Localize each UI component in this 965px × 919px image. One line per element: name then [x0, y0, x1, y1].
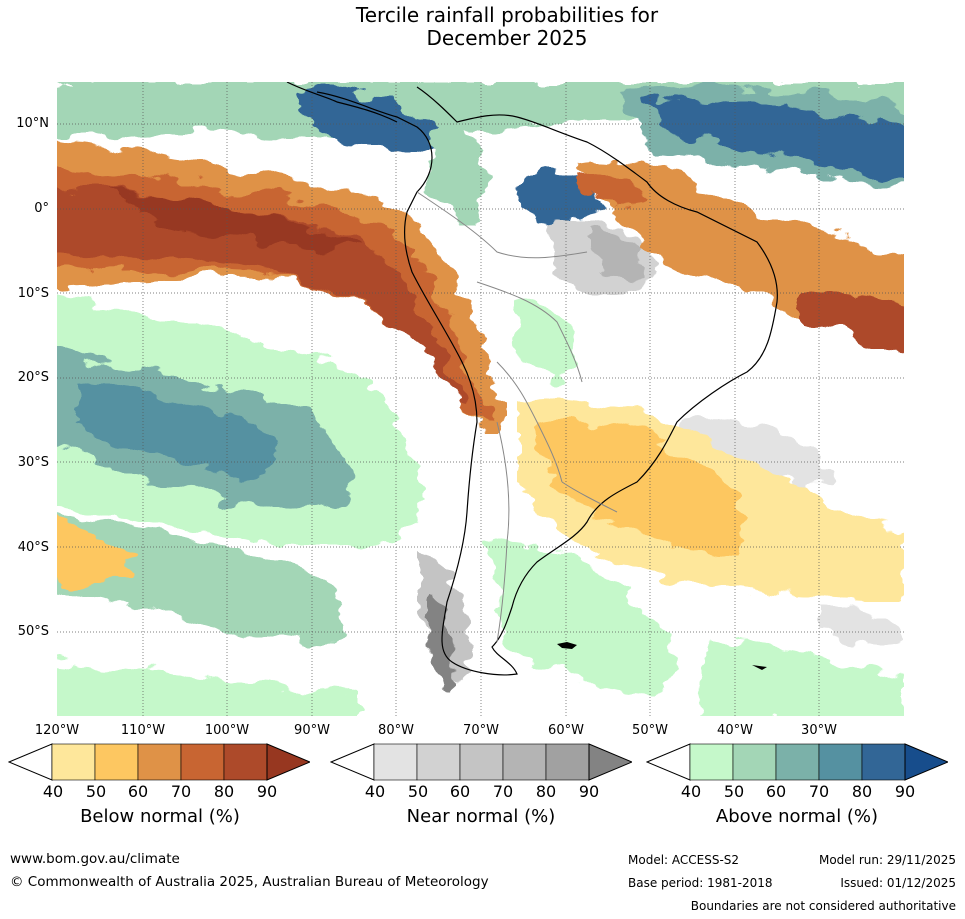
lat-label-50s: 50°S [17, 624, 49, 639]
lat-label-20s: 20°S [17, 370, 49, 385]
lat-label-0: 0° [34, 201, 49, 216]
near-colorbar-max-arrow [588, 743, 632, 781]
lon-label-90w: 90°W [294, 723, 330, 738]
map-canvas [57, 82, 904, 716]
near-colorbar-min-arrow [330, 743, 375, 781]
map-title-line1: Tercile rainfall probabilities for [355, 3, 659, 27]
near-colorbar-bin-3 [459, 743, 504, 781]
above-colorbar-bin-5 [861, 743, 906, 781]
tick-near-70: 70 [492, 782, 514, 801]
lon-label-60w: 60°W [548, 723, 584, 738]
boundaries-disclaimer: Boundaries are not considered authoritat… [690, 899, 956, 913]
colorbar-below-normal [8, 743, 310, 781]
copyright-text: © Commonwealth of Australia 2025, Austra… [10, 874, 489, 890]
tick-near-90: 90 [578, 782, 600, 801]
tick-above-40: 40 [680, 782, 702, 801]
website-link[interactable]: www.bom.gov.au/climate [10, 851, 180, 867]
issued-date: Issued: 01/12/2025 [840, 876, 956, 890]
tick-above-70: 70 [808, 782, 830, 801]
tick-below-90: 90 [256, 782, 278, 801]
above-colorbar-bin-3 [775, 743, 820, 781]
falkland-islands [557, 642, 577, 649]
below-colorbar-bin-2 [94, 743, 139, 781]
colorbar-title-above: Above normal (%) [715, 806, 879, 827]
above-colorbar-bin-2 [732, 743, 777, 781]
near-colorbar-bin-5 [545, 743, 590, 781]
near-colorbar-bin-4 [502, 743, 547, 781]
model-run-date: Model run: 29/11/2025 [818, 853, 956, 867]
model-name: Model: ACCESS-S2 [628, 853, 740, 867]
colorbar-title-near: Near normal (%) [406, 806, 556, 827]
south-georgia [752, 665, 767, 670]
tick-below-80: 80 [213, 782, 235, 801]
below-colorbar-min-arrow [8, 743, 53, 781]
colorbar-above-normal [646, 743, 948, 781]
tick-near-60: 60 [449, 782, 471, 801]
tick-below-50: 50 [85, 782, 107, 801]
tick-near-80: 80 [535, 782, 557, 801]
lon-label-30w: 30°W [801, 723, 837, 738]
below-colorbar-bin-1 [51, 743, 96, 781]
above-colorbar-bin-4 [818, 743, 863, 781]
lon-label-40w: 40°W [717, 723, 753, 738]
lon-label-100w: 100°W [204, 723, 250, 738]
tick-below-40: 40 [42, 782, 64, 801]
tick-below-70: 70 [170, 782, 192, 801]
country-borders [416, 191, 618, 643]
below-colorbar-bin-3 [137, 743, 182, 781]
lon-label-50w: 50°W [632, 723, 668, 738]
lon-label-80w: 80°W [378, 723, 414, 738]
below-colorbar-max-arrow [266, 743, 310, 781]
lat-label-10s: 10°S [17, 286, 49, 301]
probability-map [57, 82, 904, 716]
lat-label-40s: 40°S [17, 540, 49, 555]
near-colorbar-bin-2 [416, 743, 461, 781]
lat-label-10n: 10°N [16, 116, 49, 131]
map-title-line2: December 2025 [426, 26, 588, 50]
near-colorbar-bin-1 [373, 743, 418, 781]
central-america-coastline [286, 82, 398, 123]
tick-above-60: 60 [765, 782, 787, 801]
tick-above-80: 80 [851, 782, 873, 801]
above-colorbar-bin-1 [689, 743, 734, 781]
base-period: Base period: 1981-2018 [628, 876, 773, 890]
above-colorbar-max-arrow [904, 743, 948, 781]
lon-label-110w: 110°W [120, 723, 166, 738]
tick-above-50: 50 [723, 782, 745, 801]
lat-label-30s: 30°S [17, 455, 49, 470]
colorbar-near-normal [330, 743, 632, 781]
graticule [57, 82, 904, 716]
colorbar-title-below: Below normal (%) [80, 806, 240, 827]
tick-above-90: 90 [894, 782, 916, 801]
south-america-coastline [316, 86, 778, 676]
below-colorbar-bin-5 [223, 743, 268, 781]
above-colorbar-min-arrow [646, 743, 691, 781]
tick-near-40: 40 [364, 782, 386, 801]
lon-label-120w: 120°W [34, 723, 80, 738]
tick-near-50: 50 [407, 782, 429, 801]
tick-below-60: 60 [127, 782, 149, 801]
below-colorbar-bin-4 [180, 743, 225, 781]
map-title: Tercile rainfall probabilities for Decem… [0, 4, 965, 50]
probability-shading [57, 82, 904, 716]
lon-label-70w: 70°W [463, 723, 499, 738]
